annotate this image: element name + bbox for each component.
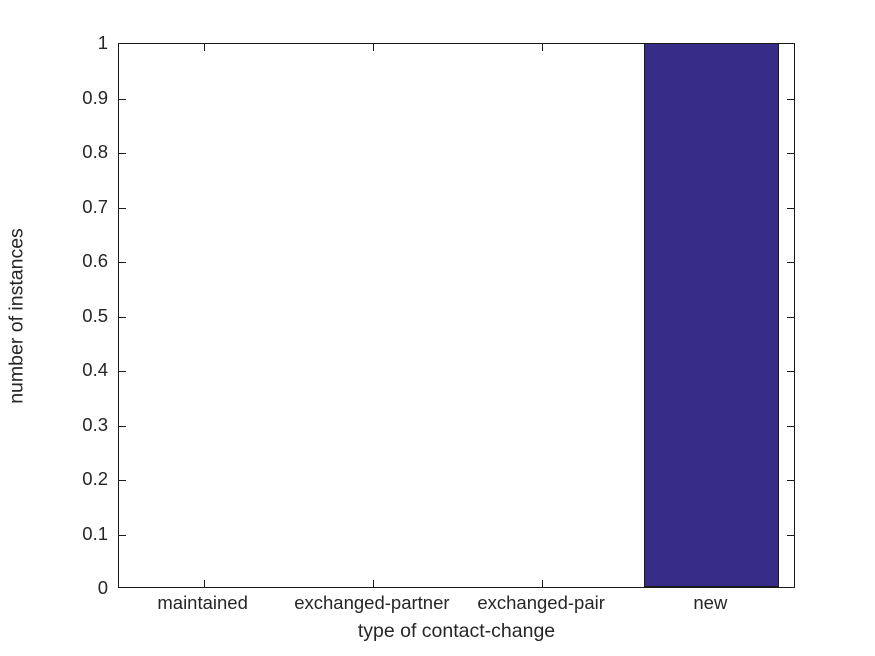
y-axis-tick-label: 0.5: [82, 304, 108, 326]
y-axis-tick: [119, 262, 126, 263]
plot-area: [118, 43, 795, 588]
y-axis-tick: [787, 480, 794, 481]
x-axis-tick-label: maintained: [157, 592, 248, 613]
y-axis-tick-label: 0.8: [82, 141, 108, 162]
y-axis-tick-label: 0.4: [82, 359, 108, 380]
x-axis-tick-label: exchanged-partner: [294, 592, 450, 613]
y-axis-tick-label: 0.3: [82, 413, 108, 435]
x-axis-tick: [203, 44, 205, 51]
y-axis-tick-label: 0: [97, 577, 108, 598]
bar: [643, 44, 780, 587]
y-axis-tick-label: 0.9: [82, 86, 108, 108]
y-axis-tick: [119, 153, 126, 154]
x-axis-tick: [372, 44, 374, 51]
y-axis-tick: [119, 371, 126, 372]
x-axis-tick: [372, 580, 374, 587]
x-axis-label: type of contact-change: [357, 620, 556, 642]
y-axis-tick: [787, 98, 794, 100]
y-axis-tick-label: 0.7: [82, 195, 108, 217]
y-axis-tick: [119, 480, 126, 481]
y-axis-tick-label: 1: [97, 32, 108, 53]
x-axis-tick-labels: maintained exchanged-partner exchanged-pai…: [118, 592, 795, 618]
x-axis-tick-label: exchanged-pair: [477, 592, 605, 613]
y-axis-tick: [119, 534, 126, 536]
y-axis-tick-labels: 0 0.1 0.2 0.3 0.4 0.5 0.6 0.7 0.8 0.9 1: [0, 33, 108, 596]
y-axis-tick: [787, 534, 794, 536]
y-axis-tick: [119, 207, 126, 209]
x-axis-tick: [542, 44, 544, 51]
y-axis-tick: [119, 316, 126, 318]
y-axis-tick: [787, 371, 794, 372]
y-axis-tick-label: 0.1: [82, 522, 108, 544]
y-axis-tick: [787, 262, 794, 263]
y-axis-tick: [119, 425, 126, 427]
y-axis-tick-label: 0.2: [82, 468, 108, 489]
y-axis-tick: [787, 425, 794, 427]
x-axis-tick: [542, 580, 544, 587]
x-axis-tick-label: new: [693, 592, 728, 613]
y-axis-tick: [787, 153, 794, 154]
y-axis-tick: [787, 207, 794, 209]
y-axis-tick-label: 0.6: [82, 250, 108, 271]
y-axis-tick: [787, 316, 794, 318]
y-axis-tick: [119, 98, 126, 100]
x-axis-tick: [203, 580, 205, 587]
plot-inner: [119, 44, 794, 587]
